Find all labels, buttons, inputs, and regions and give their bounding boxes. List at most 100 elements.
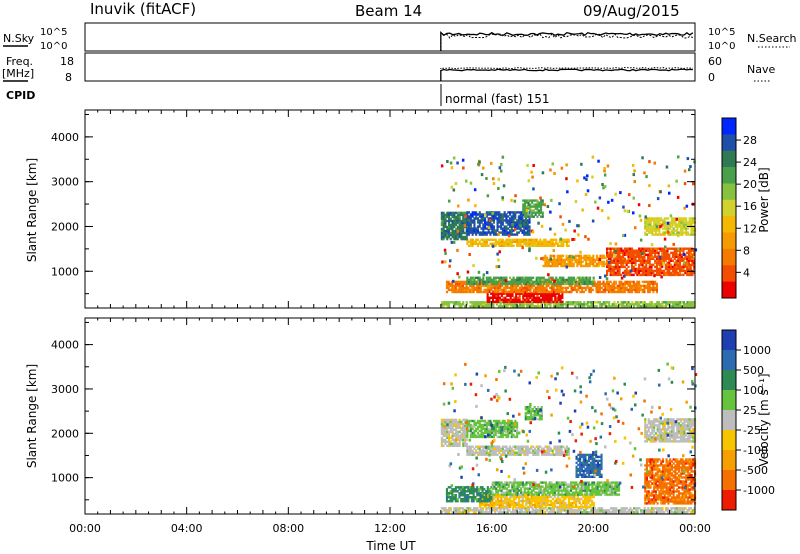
range-time-cell: [491, 278, 494, 282]
range-time-cell: [622, 288, 625, 292]
range-time-cell: [493, 481, 496, 484]
range-time-cell: [481, 500, 484, 503]
range-time-cell: [515, 298, 518, 301]
range-time-cell: [647, 282, 650, 286]
range-time-cell: [651, 466, 654, 469]
range-time-cell: [517, 288, 520, 292]
range-time-cell: [484, 505, 487, 509]
range-time-cell: [576, 303, 579, 306]
range-time-cell: [606, 280, 609, 284]
range-time-cell: [494, 215, 497, 218]
range-time-cell: [525, 497, 528, 501]
range-time-cell: [581, 276, 584, 279]
range-time-cell: [663, 301, 666, 304]
range-time-cell: [555, 280, 558, 284]
range-time-cell: [618, 511, 621, 514]
range-time-cell: [544, 260, 547, 264]
range-time-cell: [649, 468, 652, 471]
range-time-cell: [472, 288, 475, 292]
range-time-cell: [586, 511, 589, 514]
range-time-cell: [589, 505, 592, 509]
range-time-cell: [514, 233, 517, 236]
range-time-cell: [460, 221, 463, 225]
range-time-cell: [657, 303, 660, 306]
range-time-cell: [671, 265, 674, 269]
range-time-cell: [466, 233, 469, 236]
range-time-cell: [598, 282, 601, 286]
range-time-cell: [495, 298, 498, 301]
range-time-cell: [609, 249, 612, 252]
scatter-cell: [591, 155, 595, 159]
range-time-cell: [691, 255, 694, 258]
range-time-cell: [552, 290, 555, 293]
range-time-cell: [577, 511, 580, 514]
scatter-cell: [596, 206, 600, 210]
range-time-cell: [685, 227, 688, 230]
range-time-cell: [670, 305, 673, 308]
range-time-cell: [527, 288, 530, 292]
range-time-cell: [691, 303, 694, 306]
range-time-cell: [581, 288, 584, 292]
range-time-cell: [546, 242, 549, 245]
range-time-cell: [454, 488, 457, 491]
range-time-cell: [550, 489, 553, 492]
range-time-cell: [557, 505, 560, 509]
range-time-cell: [670, 231, 673, 234]
range-time-cell: [551, 501, 554, 505]
range-time-cell: [548, 499, 551, 503]
range-time-cell: [632, 255, 635, 258]
range-time-cell: [465, 507, 468, 510]
range-time-cell: [517, 223, 520, 226]
range-time-cell: [634, 269, 637, 273]
range-time-cell: [510, 303, 513, 306]
range-time-cell: [536, 511, 539, 514]
scatter-cell: [496, 252, 499, 256]
range-time-cell: [500, 282, 503, 286]
range-time-cell: [535, 276, 538, 279]
range-time-cell: [520, 284, 523, 288]
range-time-cell: [557, 298, 560, 301]
range-time-cell: [481, 303, 484, 306]
range-time-cell: [527, 487, 530, 490]
range-time-cell: [526, 280, 529, 284]
range-time-cell: [485, 221, 488, 224]
range-time-cell: [593, 489, 596, 492]
range-time-cell: [520, 481, 523, 484]
range-time-cell: [663, 255, 666, 258]
range-time-cell: [616, 257, 619, 260]
range-time-cell: [472, 509, 475, 512]
range-time-cell: [584, 511, 587, 514]
range-time-cell: [592, 503, 595, 507]
range-time-cell: [645, 280, 648, 284]
range-time-cell: [516, 485, 519, 488]
range-time-cell: [504, 305, 507, 308]
range-time-cell: [575, 497, 578, 501]
range-time-cell: [590, 288, 593, 292]
range-time-cell: [519, 242, 522, 245]
range-time-cell: [523, 209, 526, 212]
range-time-cell: [475, 282, 478, 286]
range-time-cell: [656, 466, 659, 469]
range-time-cell: [654, 305, 657, 308]
range-time-cell: [553, 238, 556, 241]
range-time-cell: [524, 288, 527, 292]
range-time-cell: [520, 511, 523, 514]
range-time-cell: [597, 301, 600, 304]
range-time-cell: [524, 511, 527, 514]
range-time-cell: [520, 493, 523, 496]
range-time-cell: [609, 487, 612, 490]
range-time-cell: [677, 265, 680, 269]
range-time-cell: [499, 292, 502, 295]
scatter-cell: [604, 274, 607, 278]
range-time-cell: [506, 509, 509, 512]
range-time-cell: [675, 303, 678, 306]
range-time-cell: [447, 496, 450, 499]
range-time-cell: [492, 509, 495, 512]
range-time-cell: [504, 303, 507, 306]
range-time-cell: [513, 290, 516, 294]
range-time-cell: [540, 203, 543, 206]
range-time-cell: [669, 227, 672, 230]
range-time-cell: [567, 282, 570, 286]
range-time-cell: [638, 259, 641, 262]
range-time-cell: [625, 511, 628, 514]
